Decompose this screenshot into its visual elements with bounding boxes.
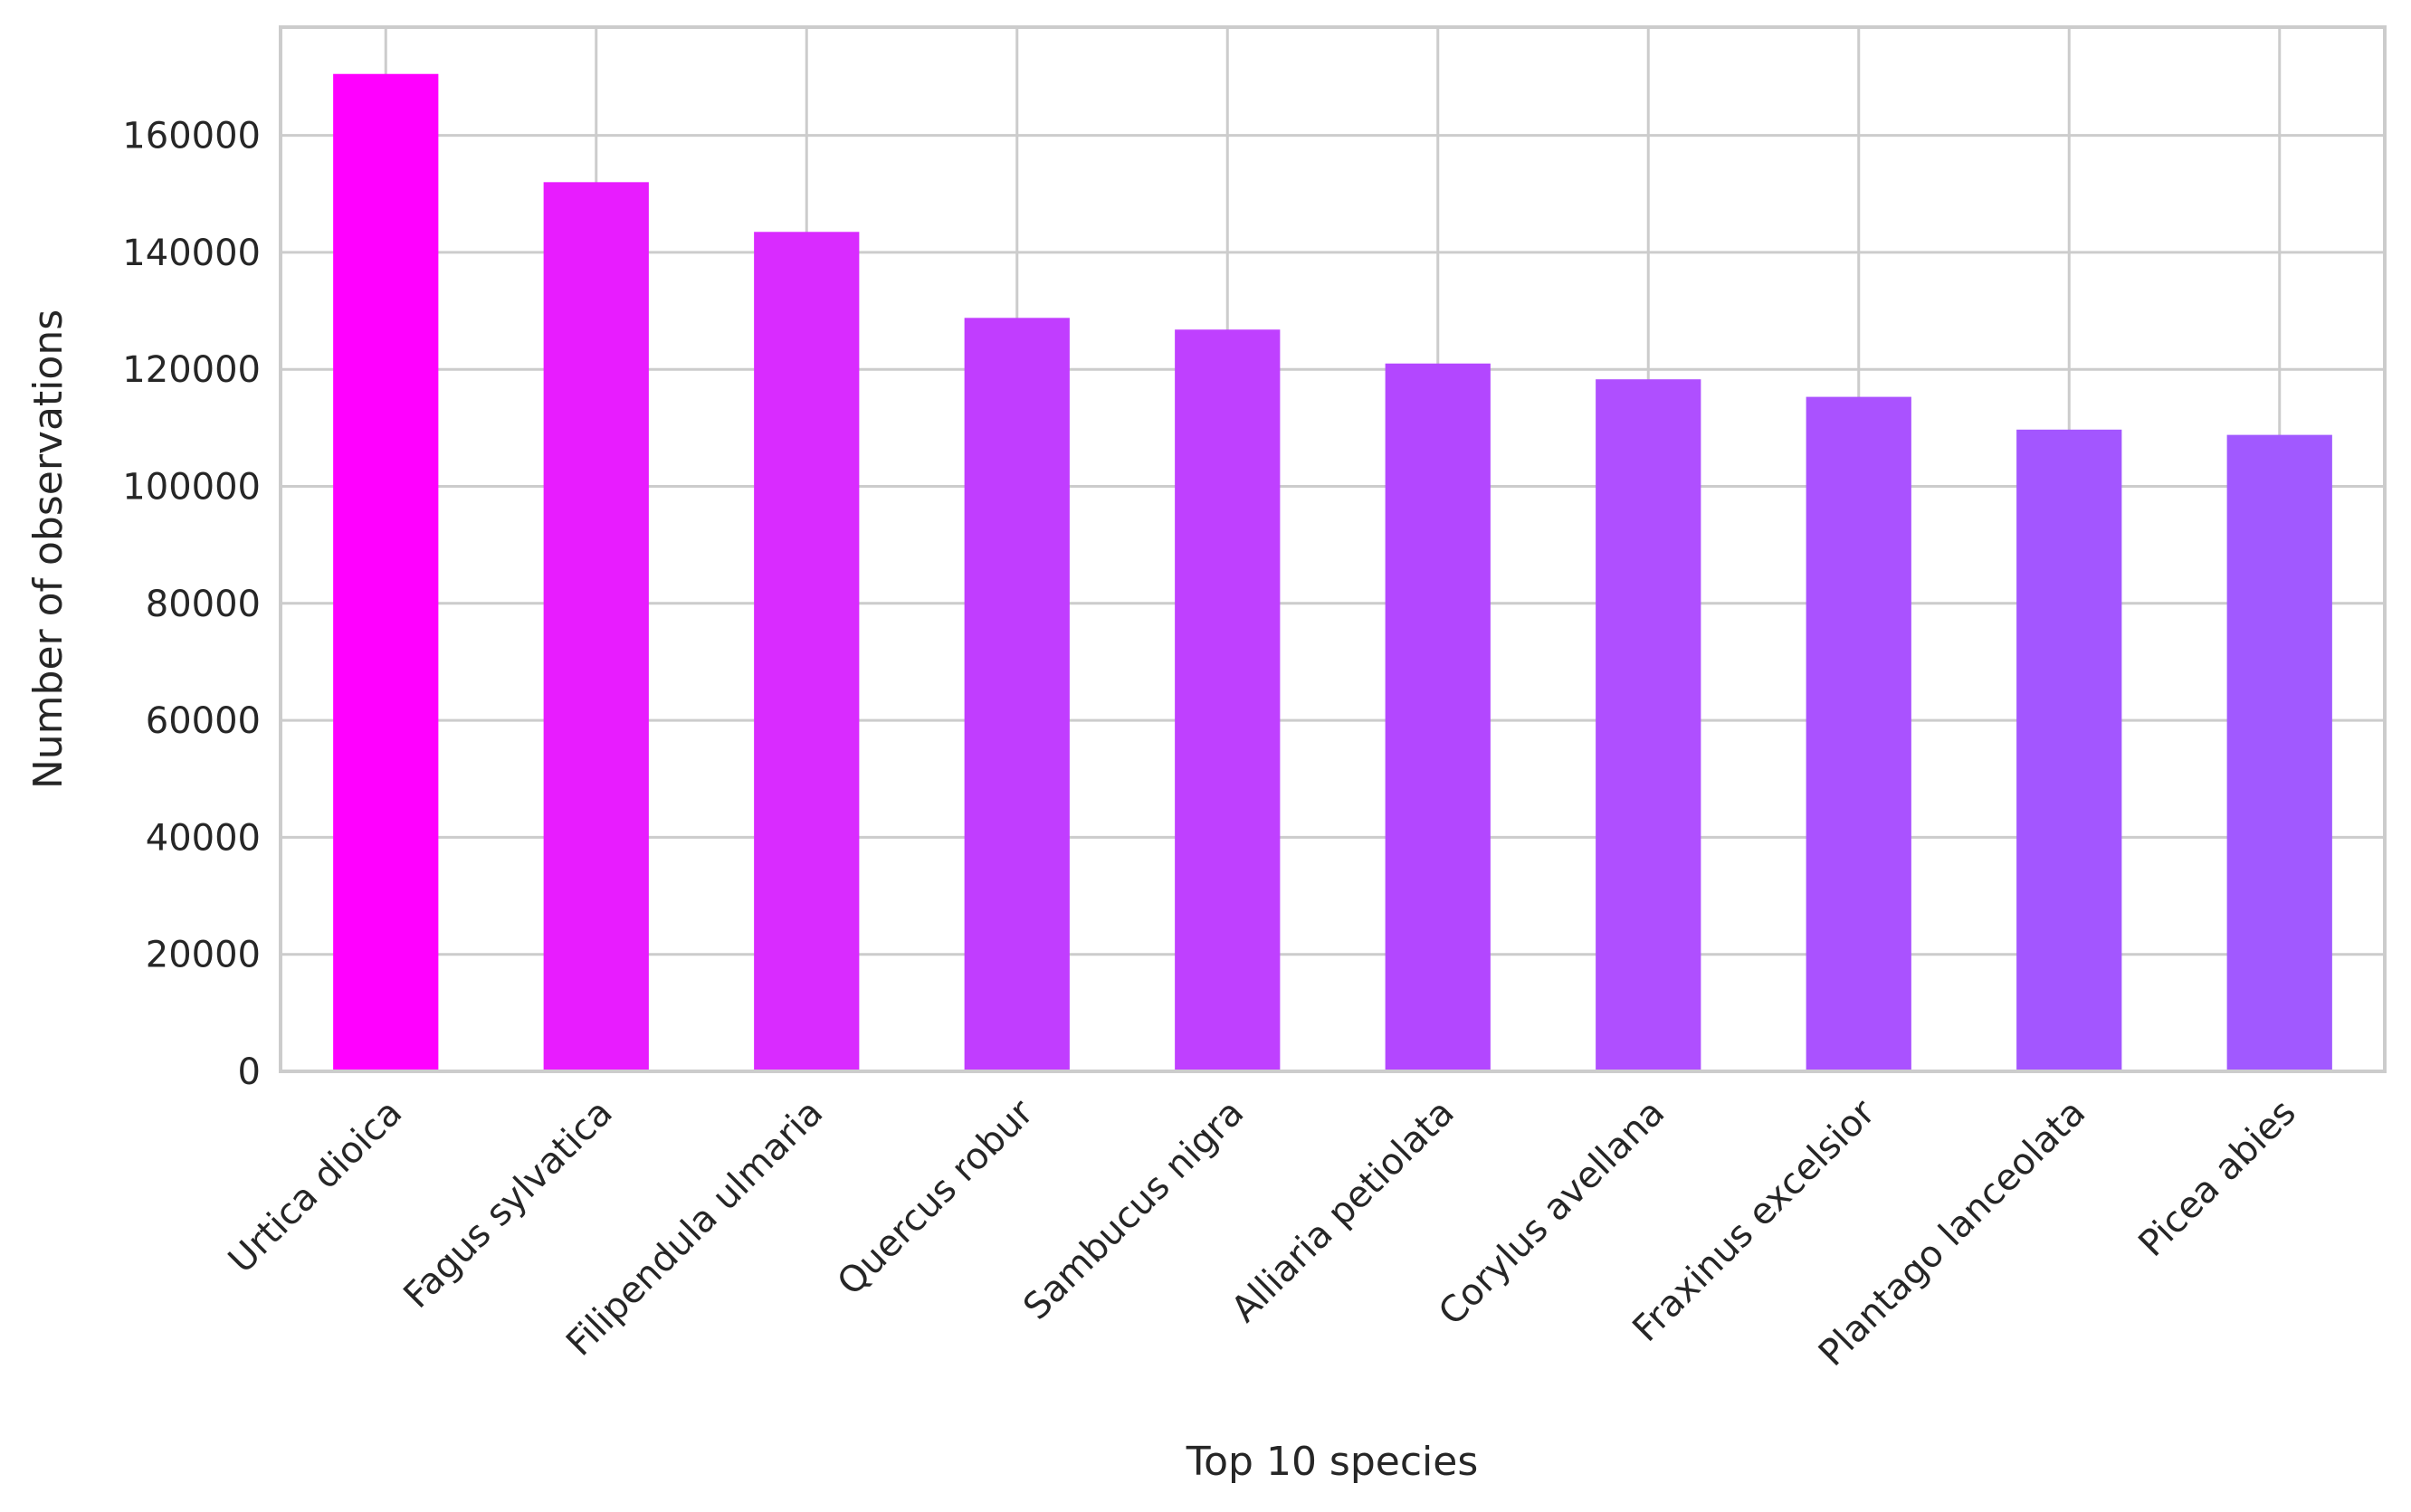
x-tick-label: Picea abies — [2130, 1092, 2303, 1265]
y-axis-title: Number of observations — [25, 309, 71, 789]
y-tick-label: 140000 — [122, 233, 261, 274]
plot-frame — [279, 25, 2387, 1073]
y-tick-label: 20000 — [146, 935, 261, 976]
bar — [2016, 429, 2122, 1072]
x-tick-label: Urtica dioica — [221, 1092, 411, 1282]
bar — [754, 232, 860, 1071]
y-tick-label: 80000 — [146, 584, 261, 625]
x-tick-label: Fagus sylvatica — [395, 1092, 620, 1317]
bars — [333, 73, 2332, 1072]
bar — [2226, 434, 2332, 1072]
y-tick-label: 120000 — [122, 349, 261, 391]
x-tick-label: Sambucus nigra — [1015, 1092, 1252, 1328]
y-tick-label: 100000 — [122, 467, 261, 509]
bar — [1175, 329, 1281, 1072]
y-tick-label: 0 — [238, 1051, 261, 1093]
y-tick-labels: 0 20000 40000 60000 80000 100000 120000 140000 1… — [122, 116, 261, 1093]
y-tick-label: 40000 — [146, 817, 261, 859]
x-tick-label: Alliaria petiolata — [1224, 1092, 1463, 1331]
bar — [333, 73, 439, 1072]
x-tick-label: Corylus avellana — [1431, 1092, 1672, 1334]
bar — [1385, 363, 1491, 1071]
bar — [543, 182, 649, 1071]
x-axis-title: Top 10 species — [1186, 1439, 1479, 1485]
bar — [1596, 379, 1701, 1072]
bar — [1806, 396, 1911, 1071]
bar — [964, 318, 1070, 1071]
y-tick-label: 160000 — [122, 116, 261, 157]
x-tick-label: Quercus robur — [830, 1091, 1043, 1304]
y-tick-label: 60000 — [146, 700, 261, 742]
